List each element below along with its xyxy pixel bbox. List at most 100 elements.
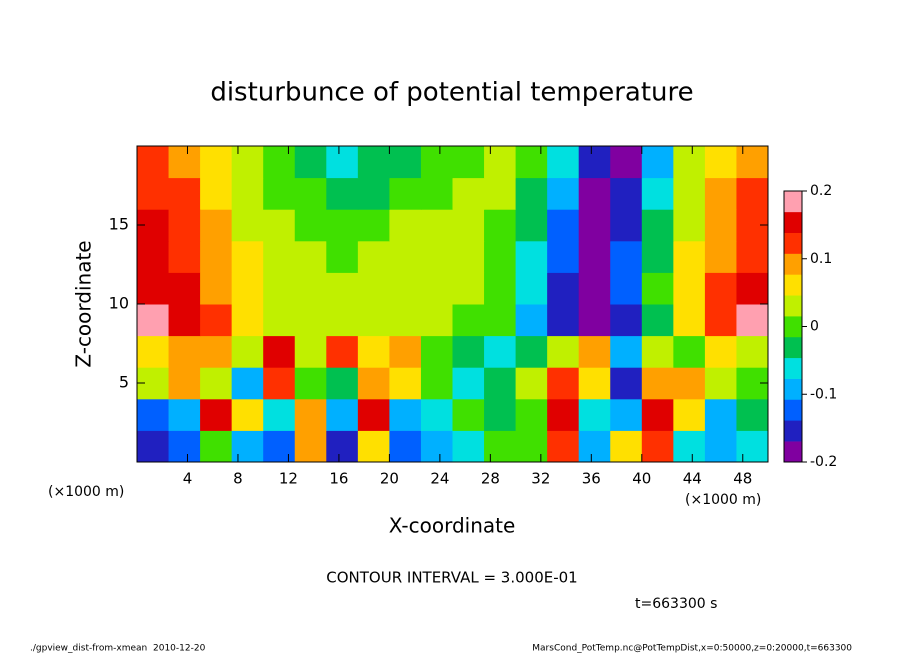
heat-cell	[263, 272, 296, 305]
heat-cell	[673, 209, 706, 242]
heat-cell	[452, 177, 485, 210]
heat-cell	[484, 177, 517, 210]
heat-cell	[736, 177, 769, 210]
heat-cell	[515, 304, 548, 337]
colorbar-segment	[784, 399, 802, 421]
heat-cell	[326, 146, 359, 179]
heat-cell	[263, 209, 296, 242]
heat-cell	[263, 430, 296, 463]
x-tick-label: 20	[380, 470, 399, 488]
heat-cell	[294, 430, 327, 463]
colorbar-tick-label: -0.1	[810, 386, 837, 402]
heat-cell	[547, 398, 580, 431]
heat-cell	[578, 430, 611, 463]
heat-cell	[137, 430, 170, 463]
heat-cell	[326, 209, 359, 242]
heat-cell	[452, 430, 485, 463]
heat-cell	[231, 209, 264, 242]
annotation: t=663300 s	[635, 596, 717, 612]
heat-cell	[200, 177, 233, 210]
heat-cell	[452, 209, 485, 242]
heat-cell	[294, 367, 327, 400]
heat-cell	[704, 367, 737, 400]
heat-cell	[452, 335, 485, 368]
heat-cell	[610, 304, 643, 337]
heat-cell	[673, 398, 706, 431]
heat-cell	[641, 146, 674, 179]
heat-cell	[704, 240, 737, 273]
heat-cell	[294, 177, 327, 210]
heat-cell	[294, 304, 327, 337]
y-axis-label: Z-coordinate	[72, 240, 96, 367]
heat-cell	[357, 209, 390, 242]
heat-cell	[420, 146, 453, 179]
x-tick-label: 16	[329, 470, 348, 488]
heat-cell	[168, 398, 201, 431]
x-tick-label: 24	[430, 470, 449, 488]
heat-cell	[420, 398, 453, 431]
heat-cell	[200, 430, 233, 463]
colorbar-tick-label: 0.1	[810, 251, 832, 267]
heat-cell	[389, 240, 422, 273]
y-tick-label: 10	[109, 294, 129, 313]
colorbar-segment	[784, 253, 802, 275]
heat-cell	[673, 335, 706, 368]
heat-cell	[357, 272, 390, 305]
heat-cell	[641, 272, 674, 305]
colorbar-segment	[784, 420, 802, 442]
heat-cell	[547, 335, 580, 368]
heat-cell	[704, 398, 737, 431]
heat-cell	[294, 240, 327, 273]
x-tick-label: 40	[632, 470, 651, 488]
heat-cell	[610, 177, 643, 210]
x-tick-label: 28	[481, 470, 500, 488]
heat-cell	[484, 335, 517, 368]
heat-cell	[263, 398, 296, 431]
heat-cell	[357, 240, 390, 273]
heat-cell	[326, 240, 359, 273]
heat-cell	[231, 272, 264, 305]
heat-cell	[452, 367, 485, 400]
heat-cell	[610, 367, 643, 400]
heat-cell	[357, 304, 390, 337]
heat-cell	[168, 272, 201, 305]
heat-cell	[515, 398, 548, 431]
heat-cell	[357, 430, 390, 463]
heat-cell	[736, 146, 769, 179]
heat-cell	[357, 177, 390, 210]
heat-cell	[704, 272, 737, 305]
heat-cell	[420, 304, 453, 337]
heat-cell	[704, 146, 737, 179]
heat-cell	[641, 367, 674, 400]
heat-cell	[200, 146, 233, 179]
heat-cell	[137, 146, 170, 179]
heat-cell	[704, 177, 737, 210]
heat-cell	[200, 335, 233, 368]
heat-cell	[357, 398, 390, 431]
heat-cell	[357, 367, 390, 400]
heat-cell	[452, 272, 485, 305]
heat-cell	[704, 209, 737, 242]
heat-cell	[610, 398, 643, 431]
heat-cell	[200, 272, 233, 305]
heat-cell	[547, 177, 580, 210]
heat-cell	[673, 146, 706, 179]
heat-cell	[231, 367, 264, 400]
heat-cell	[389, 209, 422, 242]
heat-cell	[263, 335, 296, 368]
heat-cell	[294, 335, 327, 368]
heat-cell	[484, 430, 517, 463]
heat-cell	[484, 209, 517, 242]
heat-cell	[673, 430, 706, 463]
y-tick-label: 5	[119, 373, 129, 392]
heat-cell	[578, 398, 611, 431]
heat-cell	[168, 430, 201, 463]
heat-cell	[515, 367, 548, 400]
heat-cell	[578, 209, 611, 242]
heat-cell	[326, 335, 359, 368]
chart-title: disturbunce of potential temperature	[210, 78, 693, 108]
heat-cell	[294, 209, 327, 242]
heat-cell	[452, 240, 485, 273]
heat-cell	[578, 240, 611, 273]
heat-cell	[168, 209, 201, 242]
